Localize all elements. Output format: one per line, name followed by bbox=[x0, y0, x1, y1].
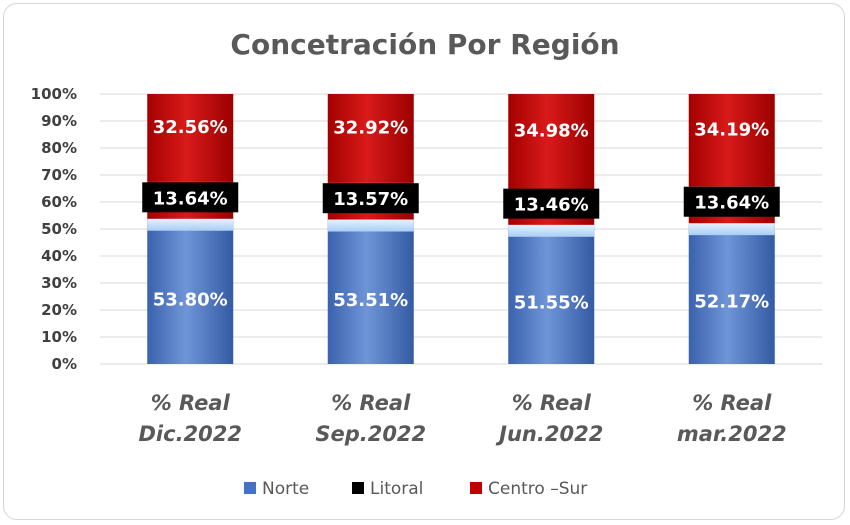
y-axis: 0% 10% 20% 30% 40% 50% 60% 70% 80% 90% 100% bbox=[31, 85, 77, 373]
y-tick-label: 20% bbox=[41, 301, 77, 319]
data-label-litoral: 13.57% bbox=[333, 189, 408, 210]
x-tick-label: mar.2022 bbox=[677, 422, 787, 446]
data-label-litoral: 13.64% bbox=[694, 193, 769, 214]
data-label-box-litoral bbox=[503, 188, 600, 219]
bar-norte bbox=[508, 224, 595, 364]
bar-centro-sur bbox=[147, 94, 234, 182]
y-tick-label: 80% bbox=[41, 139, 77, 157]
legend-label: Centro –Sur bbox=[488, 479, 587, 499]
bars: 53.80% 32.56% 13.64% 53.51% 32.92% 13.57% 51.5… bbox=[142, 94, 780, 364]
data-label-box-litoral bbox=[322, 183, 419, 214]
y-tick-label: 70% bbox=[41, 166, 77, 184]
data-label-norte: 51.55% bbox=[514, 292, 589, 313]
data-label-centro-sur: 34.98% bbox=[514, 120, 589, 141]
data-label-centro-sur: 34.19% bbox=[694, 119, 769, 140]
x-tick-label: % Real bbox=[512, 391, 592, 415]
x-tick-label: % Real bbox=[331, 391, 411, 415]
y-tick-label: 30% bbox=[41, 274, 77, 292]
y-tick-label: 10% bbox=[41, 328, 77, 346]
x-tick-label: Jun.2022 bbox=[495, 422, 603, 446]
legend-swatch bbox=[470, 482, 482, 494]
chart-title: Concetración Por Región bbox=[230, 28, 619, 61]
y-tick-label: 40% bbox=[41, 247, 77, 265]
y-tick-label: 100% bbox=[31, 85, 77, 103]
data-label-norte: 52.17% bbox=[694, 292, 769, 313]
legend-label: Litoral bbox=[370, 479, 423, 499]
y-tick-label: 50% bbox=[41, 220, 77, 238]
x-axis: % Real Dic.2022 % Real Sep.2022 % Real Jun.20… bbox=[138, 391, 786, 446]
bar-norte-top bbox=[327, 219, 414, 232]
legend: Norte Litoral Centro –Sur bbox=[244, 479, 587, 499]
bar-norte bbox=[147, 218, 234, 364]
data-label-norte: 53.80% bbox=[153, 289, 228, 310]
legend-swatch bbox=[244, 482, 256, 494]
data-label-centro-sur: 32.56% bbox=[153, 117, 228, 138]
y-tick-label: 0% bbox=[52, 355, 77, 373]
bar-centro-sur bbox=[688, 94, 775, 187]
data-label-norte: 53.51% bbox=[333, 290, 408, 311]
bar-norte-top bbox=[508, 224, 595, 237]
bar-centro-sur bbox=[327, 94, 414, 183]
bar-norte-top bbox=[688, 223, 775, 236]
x-tick-label: % Real bbox=[151, 391, 231, 415]
legend-swatch bbox=[352, 482, 364, 494]
legend-label: Norte bbox=[262, 479, 309, 499]
data-label-box-litoral bbox=[142, 182, 239, 213]
y-tick-label: 90% bbox=[41, 112, 77, 130]
data-label-litoral: 13.64% bbox=[153, 188, 228, 209]
data-label-box-litoral bbox=[683, 186, 780, 217]
data-label-centro-sur: 32.92% bbox=[333, 118, 408, 139]
y-tick-label: 60% bbox=[41, 193, 77, 211]
data-label-litoral: 13.46% bbox=[514, 195, 589, 216]
bar-norte bbox=[327, 219, 414, 364]
x-tick-label: Dic.2022 bbox=[138, 422, 242, 446]
bar-centro-sur bbox=[508, 94, 595, 189]
bar-norte-top bbox=[147, 218, 234, 231]
x-tick-label: Sep.2022 bbox=[315, 422, 426, 446]
bar-norte bbox=[688, 223, 775, 364]
x-tick-label: % Real bbox=[692, 391, 772, 415]
